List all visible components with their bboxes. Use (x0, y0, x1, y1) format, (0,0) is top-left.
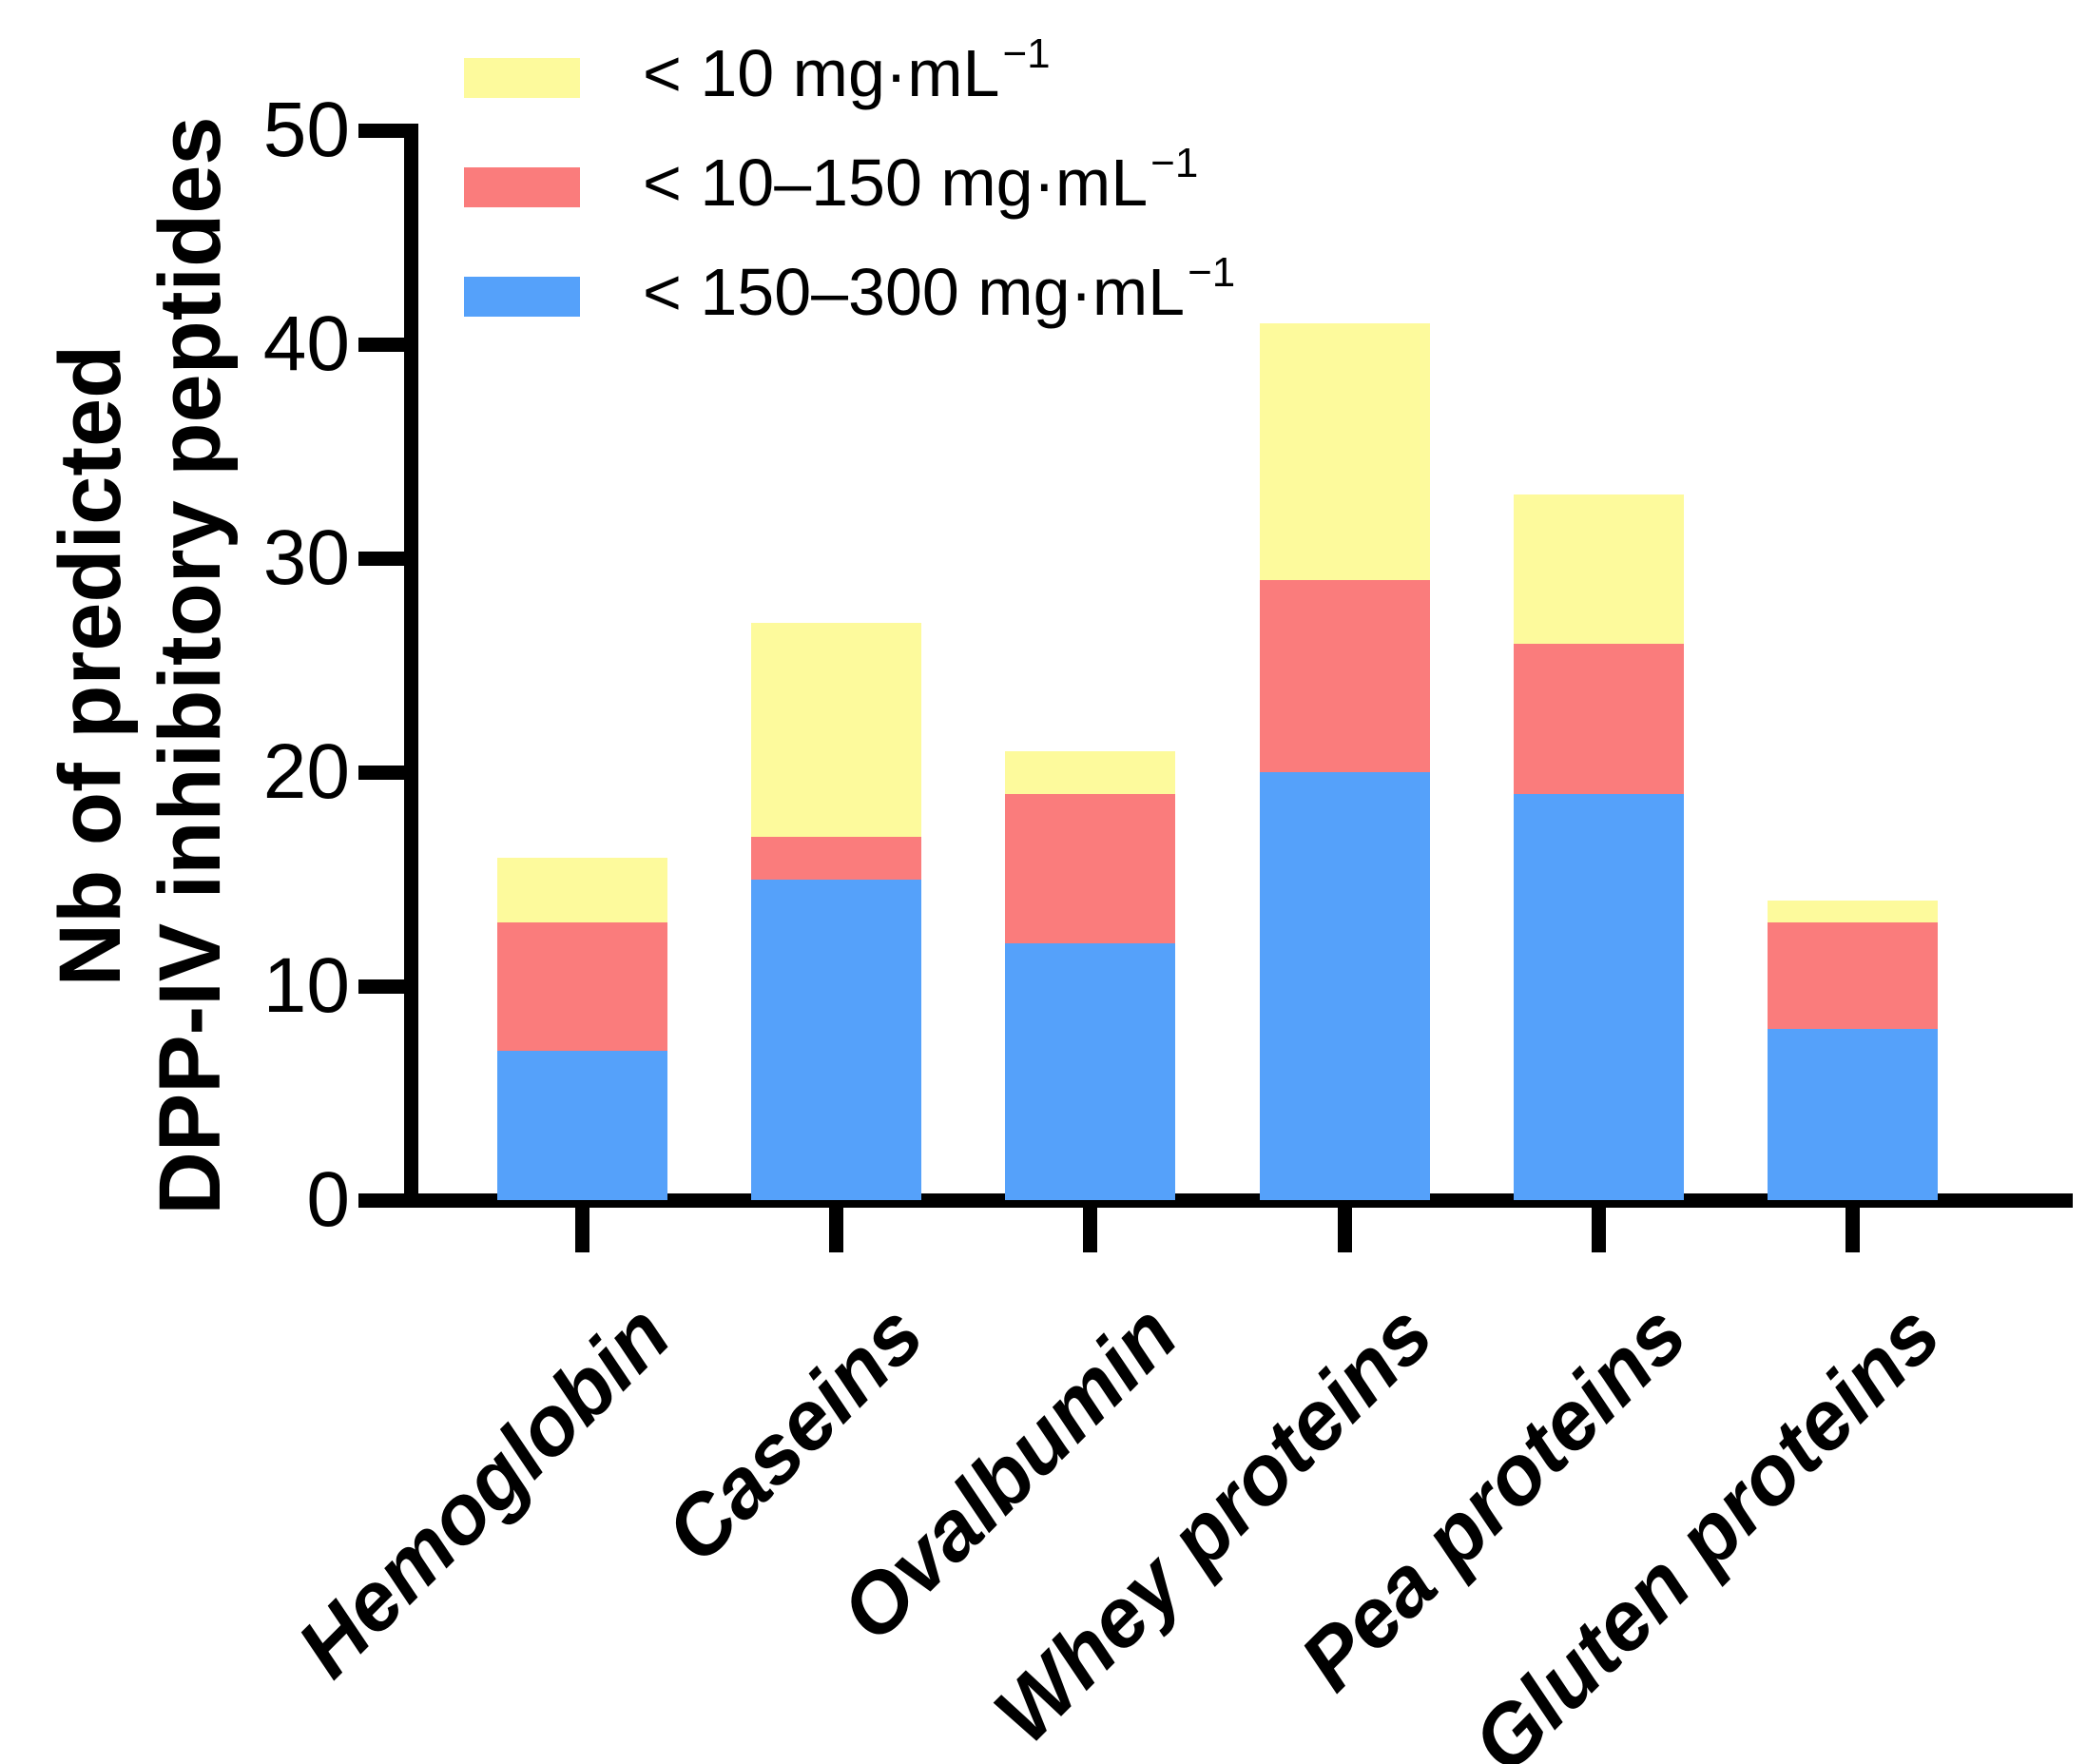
legend-row-3: < 150–300 mg·mL−1 (464, 249, 1235, 331)
bar-segment-gluten-proteins-10-150-mg-ml-1 (1767, 921, 1938, 1029)
y-tick-label-10: 10 (262, 942, 350, 1029)
x-tick-caseins (829, 1200, 843, 1252)
legend-row-2: < 10–150 mg·mL−1 (464, 140, 1198, 222)
legend-swatch-10-150-mg-ml-1 (464, 167, 580, 207)
bar-segment-ovalbumin-10-150-mg-ml-1 (1004, 793, 1175, 943)
x-label-hemoglobin: Hemoglobin (279, 1286, 687, 1696)
bar-segment-caseins-10-150-mg-ml-1 (750, 836, 921, 880)
y-tick-40 (358, 338, 412, 352)
x-tick-hemoglobin (575, 1200, 589, 1252)
y-tick-20 (358, 766, 412, 780)
legend-swatch-10-mg-ml-1 (464, 58, 580, 98)
y-tick-30 (358, 552, 412, 566)
legend-label-superscript-2: −1 (1150, 140, 1199, 186)
legend-label-superscript-3: −1 (1188, 249, 1236, 296)
bar-segment-caseins-150-300-mg-ml-1 (750, 879, 921, 1200)
y-axis-title-line2: DPP-IV inhibitory peptides (142, 116, 239, 1215)
y-axis-title: Nb of predicted DPP-IV inhibitory peptid… (41, 0, 241, 1331)
y-axis-line (404, 124, 418, 1208)
x-tick-pea-proteins (1592, 1200, 1606, 1252)
y-tick-10 (358, 979, 412, 994)
y-tick-label-50: 50 (262, 87, 350, 173)
y-tick-label-20: 20 (262, 728, 350, 815)
x-tick-ovalbumin (1083, 1200, 1097, 1252)
x-tick-gluten-proteins (1845, 1200, 1860, 1252)
bar-segment-whey-proteins-150-300-mg-ml-1 (1259, 772, 1430, 1200)
bar-segment-ovalbumin-150-300-mg-ml-1 (1004, 943, 1175, 1200)
y-tick-label-0: 0 (306, 1156, 350, 1243)
y-tick-label-40: 40 (262, 300, 350, 387)
x-label-whey-proteins: Whey proteins (975, 1286, 1450, 1761)
legend-label-superscript-1: −1 (1002, 30, 1051, 77)
y-axis-title-line1: Nb of predicted (42, 344, 139, 987)
bar-segment-hemoglobin-150-300-mg-ml-1 (496, 1050, 667, 1200)
bar-segment-whey-proteins-10-mg-ml-1 (1259, 322, 1430, 580)
bar-segment-whey-proteins-10-150-mg-ml-1 (1259, 579, 1430, 772)
legend-row-1: < 10 mg·mL−1 (464, 30, 1051, 112)
bar-segment-gluten-proteins-10-mg-ml-1 (1767, 901, 1938, 922)
bar-segment-ovalbumin-10-mg-ml-1 (1004, 750, 1175, 794)
legend-label-main-1: < 10 mg·mL (643, 36, 1000, 110)
legend-label-3: < 150–300 mg·mL−1 (643, 249, 1235, 336)
legend-label-main-2: < 10–150 mg·mL (643, 145, 1149, 220)
y-tick-50 (358, 124, 412, 138)
bar-segment-hemoglobin-10-150-mg-ml-1 (496, 921, 667, 1051)
bar-segment-caseins-10-mg-ml-1 (750, 622, 921, 837)
legend-label-1: < 10 mg·mL−1 (643, 30, 1051, 117)
x-tick-whey-proteins (1338, 1200, 1352, 1252)
bar-segment-pea-proteins-150-300-mg-ml-1 (1513, 793, 1684, 1200)
bar-segment-gluten-proteins-150-300-mg-ml-1 (1767, 1029, 1938, 1200)
bar-segment-pea-proteins-10-mg-ml-1 (1513, 494, 1684, 644)
legend-label-2: < 10–150 mg·mL−1 (643, 140, 1198, 226)
y-tick-label-30: 30 (262, 514, 350, 601)
legend-label-main-3: < 150–300 mg·mL (643, 255, 1186, 329)
bar-segment-hemoglobin-10-mg-ml-1 (496, 858, 667, 922)
bar-segment-pea-proteins-10-150-mg-ml-1 (1513, 644, 1684, 794)
legend-swatch-150-300-mg-ml-1 (464, 277, 580, 317)
